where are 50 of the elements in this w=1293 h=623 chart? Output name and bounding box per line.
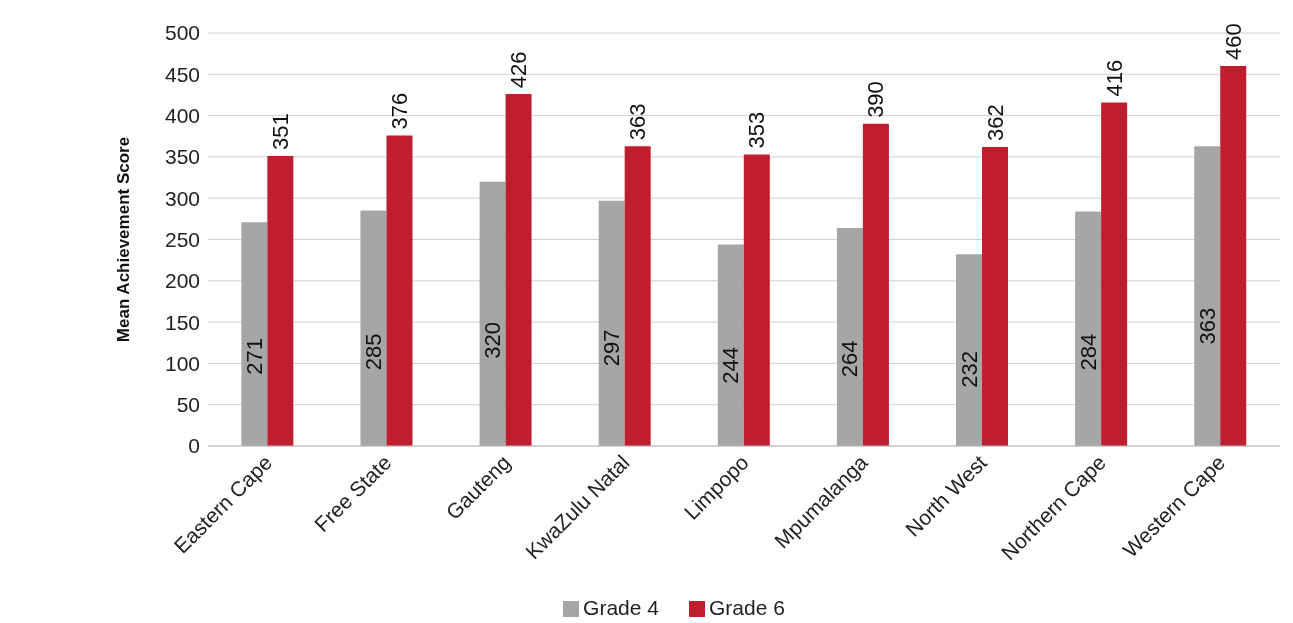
bar: [717, 244, 744, 446]
legend-label: Grade 6: [709, 596, 785, 619]
y-tick-label: 100: [164, 351, 200, 375]
data-label: 416: [1101, 59, 1127, 97]
data-label: 363: [1194, 307, 1220, 345]
data-label: 426: [506, 51, 532, 89]
bar: [624, 146, 651, 446]
bar: [479, 181, 506, 446]
legend-label: Grade 4: [583, 596, 659, 619]
data-label: 320: [480, 321, 506, 359]
y-tick-label: 350: [164, 145, 200, 169]
data-label: 271: [241, 338, 267, 375]
y-axis-title: Mean Achievement Score: [114, 136, 134, 343]
data-label: 351: [267, 113, 293, 151]
y-tick-label: 150: [164, 310, 200, 334]
y-tick-label: 500: [164, 21, 200, 45]
data-label: 264: [837, 340, 863, 378]
data-label: 362: [982, 104, 1008, 141]
bar: [743, 154, 770, 446]
data-label: 353: [744, 111, 770, 149]
bar: [982, 146, 1009, 446]
y-tick-label: 400: [164, 104, 200, 128]
data-label: 284: [1075, 333, 1101, 371]
data-label: 363: [625, 103, 651, 141]
data-label: 460: [1220, 23, 1246, 61]
bar: [956, 254, 983, 446]
data-label: 285: [360, 333, 386, 371]
data-label: 376: [386, 92, 412, 130]
bar: [267, 156, 294, 446]
y-tick-label: 250: [164, 227, 200, 251]
y-tick-label: 300: [164, 186, 200, 210]
y-tick-label: 200: [164, 269, 200, 293]
bar: [1101, 102, 1128, 446]
bar: [386, 135, 413, 446]
bar: [836, 227, 863, 446]
y-tick-label: 0: [188, 434, 200, 458]
data-label: 232: [956, 350, 982, 388]
data-label: 244: [718, 347, 744, 384]
bar: [1220, 66, 1247, 446]
bar: [1075, 211, 1102, 446]
y-tick-label: 450: [164, 62, 200, 86]
bar: [598, 200, 625, 446]
y-tick-label: 50: [176, 393, 200, 417]
bar: [241, 222, 268, 446]
data-label: 297: [599, 329, 625, 367]
bar: [505, 94, 532, 446]
data-label: 390: [863, 81, 889, 118]
bar: [360, 210, 387, 446]
bar: [1194, 146, 1221, 446]
bar: [862, 123, 889, 446]
